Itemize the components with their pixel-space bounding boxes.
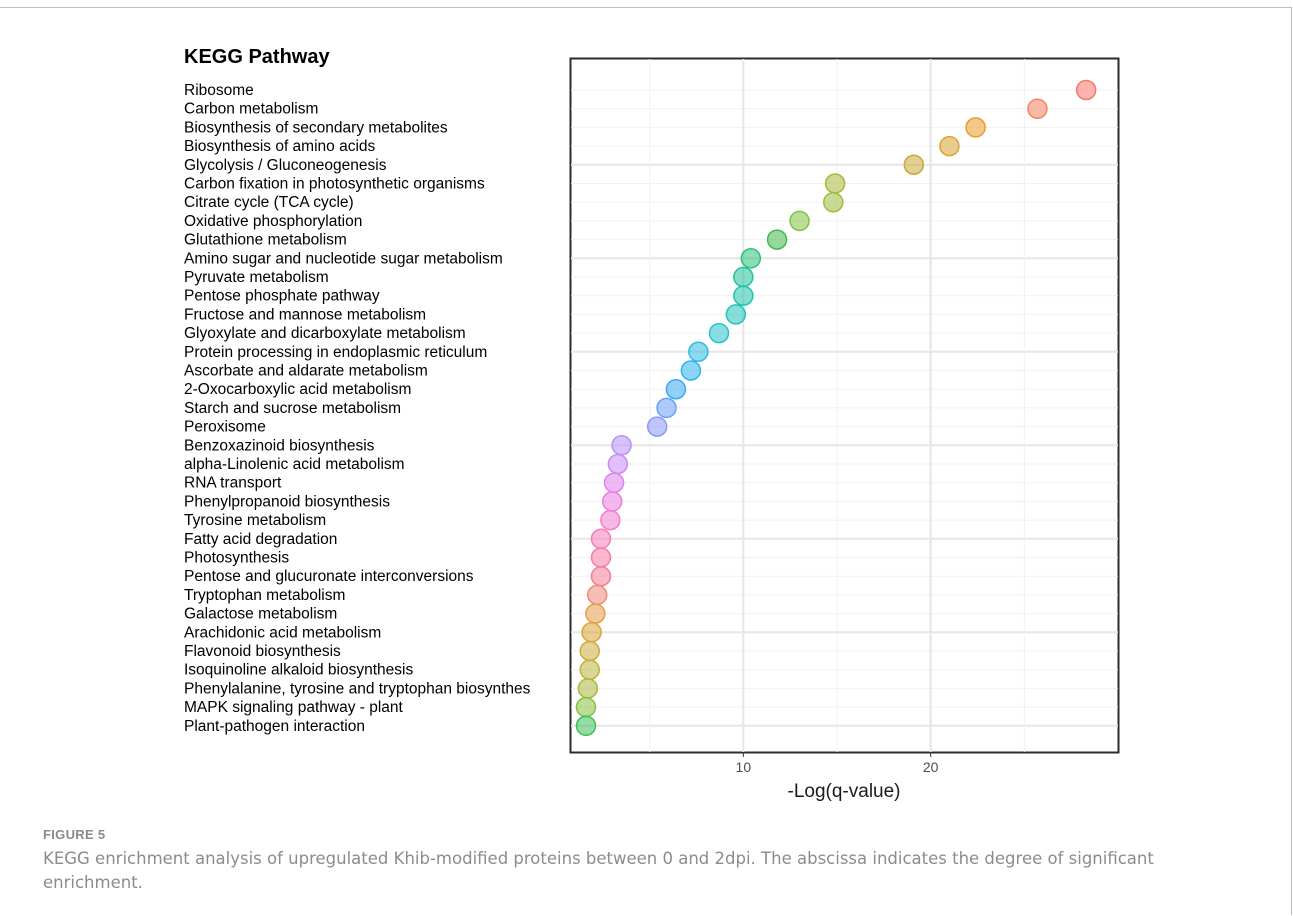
y-tick-label: alpha-Linolenic acid metabolism	[184, 456, 405, 473]
data-point	[590, 528, 612, 550]
data-point	[656, 397, 677, 419]
data-point	[590, 565, 612, 587]
y-tick-label: 2-Oxocarboxylic acid metabolism	[184, 381, 411, 398]
y-tick-label: Glutathione metabolism	[184, 232, 347, 249]
y-tick-label: Carbon metabolism	[184, 101, 318, 118]
y-tick-label: Flavonoid biosynthesis	[184, 643, 341, 660]
data-point	[939, 135, 960, 157]
y-tick-label: Ascorbate and aldarate metabolism	[184, 363, 428, 380]
x-tick-label: 20	[923, 759, 939, 775]
data-point	[688, 341, 709, 363]
data-point	[590, 547, 612, 568]
data-point	[789, 210, 810, 232]
y-tick-label: Starch and sucrose metabolism	[184, 400, 401, 417]
data-point	[733, 266, 754, 288]
data-point	[575, 715, 597, 737]
data-point	[824, 173, 846, 194]
data-point	[740, 248, 762, 269]
figure-frame	[0, 7, 1292, 915]
data-point	[575, 696, 597, 718]
figure-label: FIGURE 5	[43, 827, 106, 842]
x-axis-label: -Log(q-value)	[788, 781, 901, 802]
y-tick-label: Oxidative phosphorylation	[184, 213, 362, 230]
y-tick-label: Galactose metabolism	[184, 606, 337, 623]
y-tick-label: Tyrosine metabolism	[184, 512, 326, 529]
y-tick-label: Pyruvate metabolism	[184, 269, 329, 286]
data-point	[725, 304, 747, 325]
data-point	[1027, 98, 1048, 119]
y-tick-label: Protein processing in endoplasmic reticu…	[184, 344, 487, 361]
y-tick-label: Isoquinoline alkaloid biosynthesis	[184, 662, 413, 679]
data-point	[766, 229, 788, 250]
y-tick-label: Fatty acid degradation	[184, 531, 337, 548]
data-point	[965, 117, 986, 138]
y-tick-label: Pentose and glucuronate interconversions	[184, 568, 474, 585]
data-point	[1075, 79, 1097, 101]
data-point	[600, 509, 621, 531]
data-point	[733, 285, 754, 306]
y-tick-label: Ribosome	[184, 82, 254, 99]
data-point	[665, 378, 687, 400]
y-tick-label: Biosynthesis of amino acids	[184, 138, 376, 155]
data-point	[708, 322, 730, 344]
data-point	[646, 416, 668, 437]
data-point	[579, 640, 600, 662]
y-tick-label: Tryptophan metabolism	[184, 587, 345, 604]
y-tick-label: Glycolysis / Gluconeogenesis	[184, 157, 387, 174]
y-tick-label: Benzoxazinoid biosynthesis	[184, 437, 375, 454]
y-tick-label: MAPK signaling pathway - plant	[184, 699, 404, 716]
y-tick-label: Fructose and mannose metabolism	[184, 306, 426, 323]
y-tick-label: Amino sugar and nucleotide sugar metabol…	[184, 250, 503, 267]
data-point	[680, 360, 702, 381]
data-point	[903, 154, 925, 176]
data-point	[611, 435, 632, 456]
data-point	[603, 472, 625, 493]
data-point	[577, 678, 599, 699]
plot-panel	[569, 57, 1120, 754]
points-layer	[575, 79, 1097, 737]
data-point	[607, 453, 629, 475]
chart-title: KEGG Pathway	[184, 46, 330, 68]
data-point	[579, 659, 600, 680]
data-point	[586, 584, 608, 606]
y-tick-label: Photosynthesis	[184, 550, 289, 567]
y-tick-label: Biosynthesis of secondary metabolites	[184, 119, 448, 136]
y-tick-label: RNA transport	[184, 475, 282, 492]
y-tick-label: Phenylpropanoid biosynthesis	[184, 493, 390, 510]
y-tick-label: Arachidonic acid metabolism	[184, 624, 381, 641]
y-tick-label: Pentose phosphate pathway	[184, 288, 380, 305]
figure-caption: KEGG enrichment analysis of upregulated …	[43, 849, 1154, 892]
y-tick-label: Citrate cycle (TCA cycle)	[184, 194, 354, 211]
x-axis-ticks: 10 20	[736, 752, 939, 775]
data-point	[823, 191, 844, 213]
data-point	[581, 622, 602, 643]
x-tick-label: 10	[736, 759, 752, 775]
y-tick-label: Carbon fixation in photosynthetic organi…	[184, 176, 485, 193]
y-tick-label: Plant-pathogen interaction	[184, 718, 365, 735]
data-point	[585, 603, 606, 624]
y-tick-label: Peroxisome	[184, 419, 266, 436]
data-point	[601, 491, 623, 512]
y-tick-label: Glyoxylate and dicarboxylate metabolism	[184, 325, 466, 342]
y-tick-label: Phenylalanine, tyrosine and tryptophan b…	[184, 680, 531, 697]
